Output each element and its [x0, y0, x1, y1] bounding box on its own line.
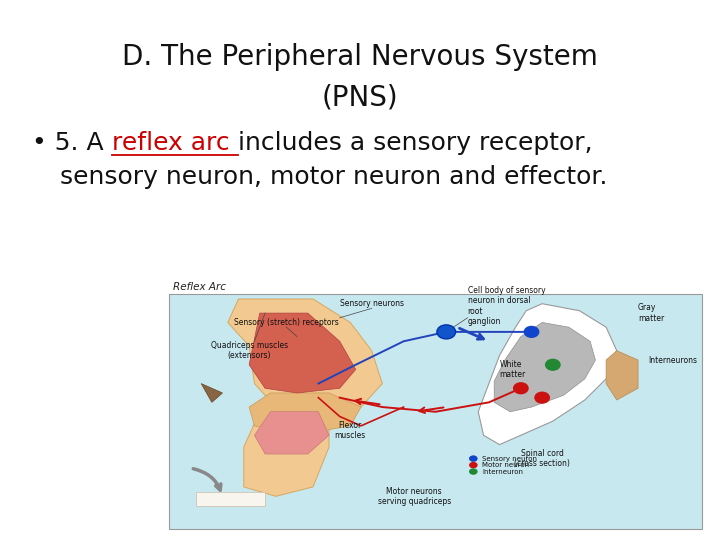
- Polygon shape: [228, 299, 382, 411]
- Text: • 5. A: • 5. A: [32, 131, 112, 155]
- Text: Spinal cord
(cross section): Spinal cord (cross section): [514, 449, 570, 468]
- Text: Flexor
muscles: Flexor muscles: [335, 421, 366, 440]
- Circle shape: [437, 325, 456, 339]
- Text: includes a sensory receptor,: includes a sensory receptor,: [238, 131, 593, 155]
- Text: reflex arc: reflex arc: [112, 131, 238, 155]
- Polygon shape: [606, 350, 638, 400]
- Text: Interneuron: Interneuron: [482, 469, 523, 475]
- Circle shape: [469, 462, 477, 468]
- Text: White
matter: White matter: [500, 360, 526, 379]
- Polygon shape: [249, 313, 356, 393]
- Text: Gray
matter: Gray matter: [638, 303, 665, 323]
- Text: Sensory neuron: Sensory neuron: [482, 456, 537, 462]
- Polygon shape: [254, 411, 329, 454]
- Circle shape: [535, 392, 549, 403]
- Text: Reflex Arc: Reflex Arc: [173, 281, 226, 292]
- Circle shape: [546, 360, 560, 370]
- Text: (PNS): (PNS): [322, 83, 398, 111]
- Text: Sensory (stretch) receptors: Sensory (stretch) receptors: [234, 318, 339, 327]
- Text: sensory neuron, motor neuron and effector.: sensory neuron, motor neuron and effecto…: [60, 165, 607, 189]
- Polygon shape: [249, 393, 361, 435]
- Text: Cell body of sensory
neuron in dorsal
root
ganglion: Cell body of sensory neuron in dorsal ro…: [467, 286, 545, 326]
- Text: Motor neuron: Motor neuron: [482, 462, 529, 468]
- Circle shape: [513, 383, 528, 394]
- Polygon shape: [201, 383, 222, 402]
- Circle shape: [469, 455, 477, 462]
- Polygon shape: [494, 322, 595, 411]
- Polygon shape: [478, 303, 617, 444]
- Text: Interneurons: Interneurons: [649, 355, 698, 364]
- Text: Motor neurons
serving quadriceps: Motor neurons serving quadriceps: [378, 487, 451, 506]
- Polygon shape: [196, 491, 265, 505]
- Circle shape: [524, 327, 539, 338]
- Text: Sensory neurons: Sensory neurons: [340, 299, 404, 308]
- Text: D. The Peripheral Nervous System: D. The Peripheral Nervous System: [122, 43, 598, 71]
- Circle shape: [469, 468, 477, 475]
- Polygon shape: [244, 411, 329, 496]
- FancyBboxPatch shape: [169, 294, 702, 529]
- Text: Quadriceps muscles
(extensors): Quadriceps muscles (extensors): [210, 341, 288, 360]
